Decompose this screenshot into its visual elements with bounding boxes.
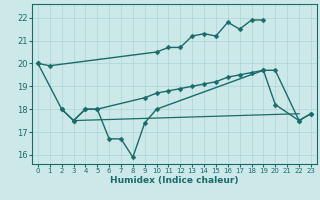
X-axis label: Humidex (Indice chaleur): Humidex (Indice chaleur) [110,176,239,185]
